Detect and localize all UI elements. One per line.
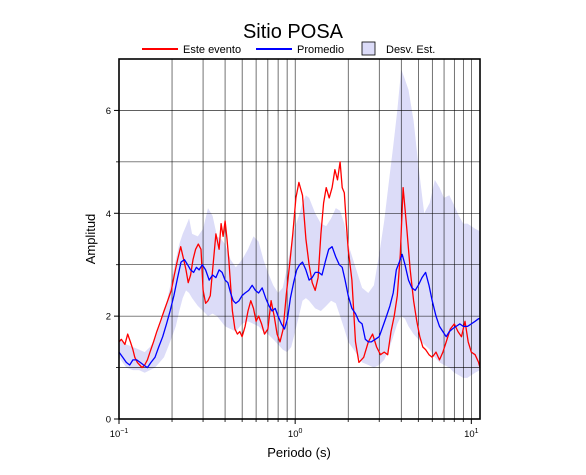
std-band-layer [119,69,480,378]
x-tick-label: 10−1 [110,428,129,440]
legend: Este evento Promedio Desv. Est. [142,41,435,56]
legend-std-swatch [361,41,376,56]
x-axis-label: Periodo (s) [267,445,331,460]
x-tick-label: 100 [288,428,303,440]
std-band [119,69,480,378]
y-tick-label: 0 [106,415,111,426]
plot-frame [118,58,481,420]
y-axis-label: Amplitud [83,214,98,265]
series-line-mean [118,246,480,369]
y-tick-label: 6 [106,106,111,117]
axes: 0 2 4 6 10−1 100 101 [106,106,479,440]
plot-area [118,58,481,420]
y-tick-label: 2 [106,312,111,323]
legend-std-label: Desv. Est. [386,44,435,56]
legend-mean-label: Promedio [297,44,344,56]
series-layer [118,161,481,369]
series-line-event [118,161,481,369]
chart-title: Sitio POSA [243,21,344,43]
x-tick-label: 101 [464,428,479,440]
y-tick-label: 4 [106,209,111,220]
legend-event-label: Este evento [183,44,241,56]
